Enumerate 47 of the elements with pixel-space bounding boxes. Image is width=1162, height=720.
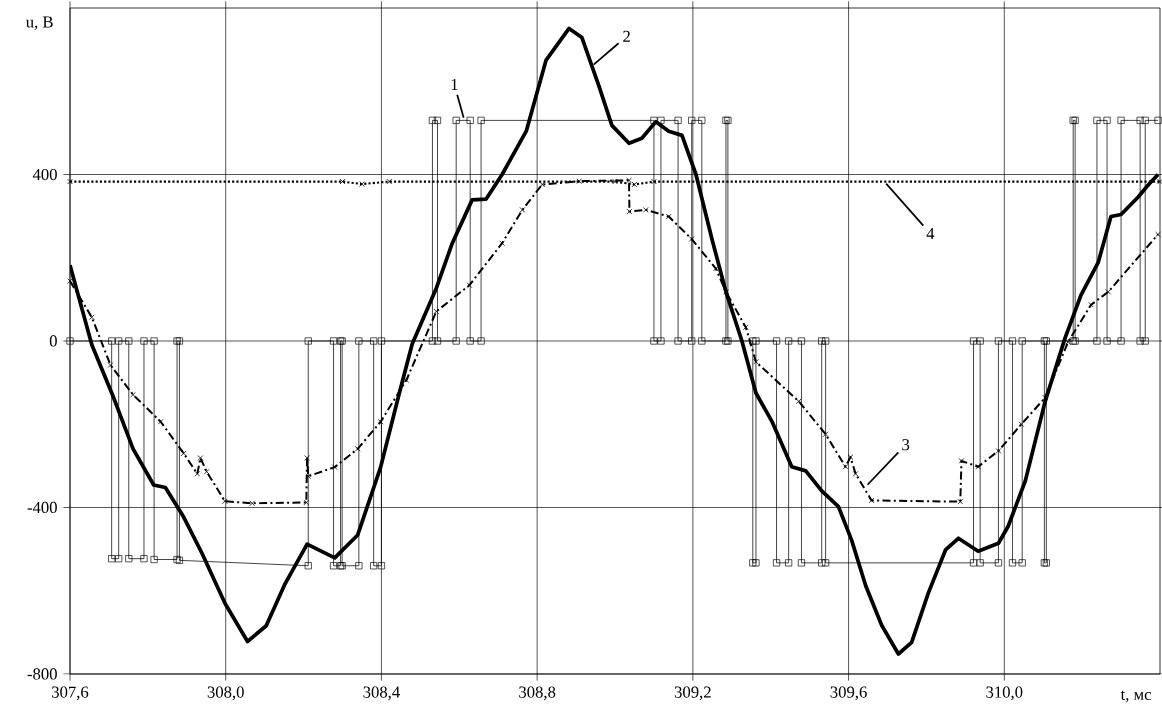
annotation: 3 xyxy=(902,439,910,451)
point xyxy=(847,454,854,460)
x-tick-label: 308,0 xyxy=(207,686,244,701)
point xyxy=(88,314,95,321)
x-axis-title: t, мс xyxy=(1120,690,1151,703)
point xyxy=(626,177,632,184)
y-tick-label: 400 xyxy=(32,168,57,181)
point xyxy=(868,497,875,504)
point xyxy=(842,463,849,470)
x-tick-label: 308,8 xyxy=(519,686,556,701)
point xyxy=(1088,301,1094,308)
y-tick-label: -800 xyxy=(27,668,57,680)
point xyxy=(642,207,649,213)
y-axis-title: u, B xyxy=(25,16,53,30)
y-tick-label: -400 xyxy=(27,501,57,514)
point xyxy=(612,178,618,185)
point xyxy=(539,181,546,188)
point xyxy=(249,500,256,507)
x-tick-label: 308,4 xyxy=(363,686,400,701)
point xyxy=(180,450,187,457)
point xyxy=(742,324,749,331)
y-tick-label: 0 xyxy=(49,335,57,347)
point xyxy=(852,470,859,477)
point xyxy=(67,178,73,185)
x-tick-label: 309,2 xyxy=(674,686,711,701)
point xyxy=(386,178,393,185)
point xyxy=(194,470,201,477)
point xyxy=(222,498,228,505)
x-tick-label: 310,0 xyxy=(986,686,1023,701)
point xyxy=(130,391,136,398)
point xyxy=(197,455,204,461)
annotation: 4 xyxy=(926,228,935,240)
annotation: 1 xyxy=(451,78,458,90)
point xyxy=(1157,178,1162,185)
annotation: 2 xyxy=(623,30,630,42)
point xyxy=(499,240,505,247)
point xyxy=(519,207,526,213)
point xyxy=(576,178,583,185)
point xyxy=(1155,231,1161,238)
point xyxy=(203,468,210,475)
point xyxy=(626,208,633,215)
point xyxy=(958,458,965,464)
x-tick-label: 307,6 xyxy=(52,686,89,701)
point xyxy=(957,498,964,505)
x-tick-label: 309,6 xyxy=(830,686,867,701)
point xyxy=(359,181,365,187)
point xyxy=(403,377,410,383)
